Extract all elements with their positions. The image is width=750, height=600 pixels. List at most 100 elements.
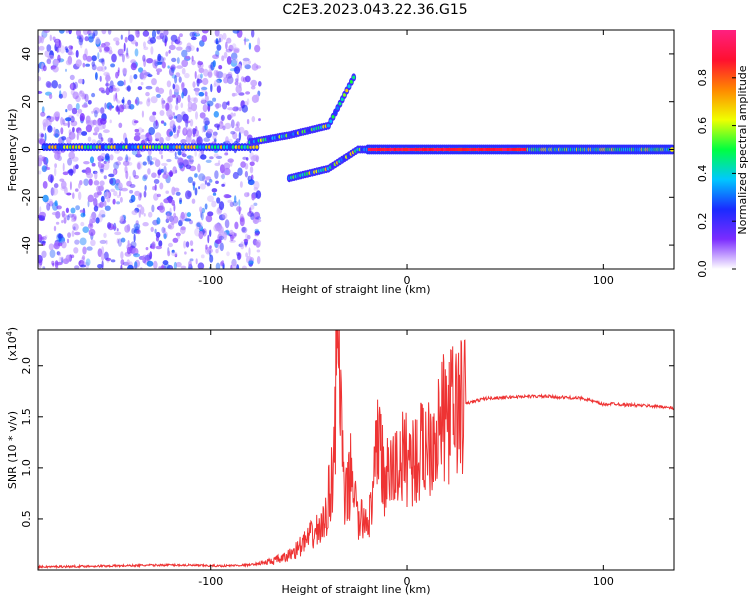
noise-mark bbox=[101, 252, 105, 261]
noise-mark bbox=[201, 207, 206, 214]
noise-mark bbox=[124, 251, 132, 257]
noise-mark bbox=[137, 162, 141, 170]
noise-mark bbox=[58, 137, 63, 144]
noise-mark bbox=[82, 226, 89, 233]
noise-mark bbox=[117, 80, 125, 87]
noise-mark bbox=[233, 92, 238, 97]
noise-mark bbox=[239, 181, 243, 188]
noise-mark bbox=[213, 79, 221, 87]
noise-mark bbox=[222, 212, 228, 219]
noise-mark bbox=[256, 256, 261, 265]
noise-mark bbox=[48, 116, 55, 123]
noise-mark bbox=[98, 58, 105, 63]
noise-mark bbox=[198, 173, 206, 182]
x-tick-label: -100 bbox=[198, 575, 223, 588]
noise-mark bbox=[105, 239, 108, 245]
noise-mark bbox=[183, 127, 187, 134]
noise-mark bbox=[198, 231, 204, 240]
noise-mark bbox=[250, 85, 256, 90]
carrier-peak-mark bbox=[443, 148, 447, 151]
carrier-peak-mark bbox=[516, 148, 520, 151]
noise-mark bbox=[232, 131, 238, 140]
noise-mark bbox=[101, 65, 106, 73]
noise-mark bbox=[223, 77, 229, 84]
noise-mark bbox=[118, 104, 125, 113]
noise-mark bbox=[42, 181, 48, 189]
noise-mark bbox=[215, 248, 219, 254]
noise-mark bbox=[237, 167, 243, 176]
noise-mark bbox=[193, 97, 198, 104]
noise-mark bbox=[254, 228, 259, 233]
noise-mark bbox=[241, 104, 248, 113]
noise-mark bbox=[127, 264, 134, 269]
noise-mark bbox=[71, 218, 76, 223]
noise-mark bbox=[147, 97, 151, 103]
noise-mark bbox=[75, 188, 79, 192]
noise-mark bbox=[251, 193, 256, 201]
noise-mark bbox=[82, 246, 87, 255]
noise-mark bbox=[256, 216, 262, 220]
rising-branch-core bbox=[326, 123, 331, 128]
noise-mark bbox=[207, 71, 213, 78]
noise-mark bbox=[157, 169, 162, 175]
noise-mark bbox=[129, 75, 133, 84]
noise-mark bbox=[223, 167, 231, 176]
noise-mark bbox=[173, 212, 177, 219]
noise-mark bbox=[55, 221, 60, 225]
noise-mark bbox=[109, 104, 112, 111]
noise-mark bbox=[100, 137, 104, 142]
noise-mark bbox=[83, 161, 90, 165]
carrier-peak-mark bbox=[412, 148, 416, 151]
noise-mark bbox=[124, 103, 129, 110]
noise-mark bbox=[75, 103, 80, 110]
noise-mark bbox=[133, 253, 140, 258]
carrier-peak-mark bbox=[483, 148, 487, 151]
noise-mark bbox=[224, 152, 229, 156]
noise-mark bbox=[226, 37, 232, 44]
noise-mark bbox=[196, 78, 203, 84]
noise-mark bbox=[150, 46, 154, 55]
noise-mark bbox=[103, 232, 107, 239]
noise-mark bbox=[103, 129, 110, 134]
noise-mark bbox=[146, 155, 153, 162]
noise-mark bbox=[185, 119, 189, 128]
noise-mark bbox=[248, 42, 252, 50]
noise-mark bbox=[234, 81, 239, 86]
noise-mark bbox=[111, 53, 117, 63]
noise-mark bbox=[159, 137, 164, 144]
noise-mark bbox=[47, 54, 55, 60]
noise-mark bbox=[199, 183, 206, 190]
noise-mark bbox=[101, 90, 106, 94]
noise-mark bbox=[101, 260, 104, 269]
carrier-peak-mark bbox=[513, 148, 517, 151]
noise-mark bbox=[194, 187, 198, 196]
noise-mark bbox=[80, 221, 85, 227]
noise-mark bbox=[218, 33, 224, 43]
noise-mark bbox=[118, 182, 123, 190]
noise-mark bbox=[66, 192, 72, 196]
carrier-peak-mark bbox=[379, 148, 383, 151]
noise-mark bbox=[235, 78, 239, 82]
noise-mark bbox=[113, 170, 116, 175]
noise-mark bbox=[75, 50, 79, 58]
noise-mark bbox=[72, 81, 75, 91]
noise-mark bbox=[103, 200, 107, 207]
noise-mark bbox=[186, 212, 192, 218]
noise-mark bbox=[73, 247, 79, 254]
noise-mark bbox=[197, 61, 204, 66]
carrier-peak-mark bbox=[454, 148, 458, 151]
noise-mark bbox=[190, 102, 198, 112]
noise-mark bbox=[133, 74, 138, 80]
noise-mark bbox=[166, 264, 174, 269]
noise-mark bbox=[258, 118, 261, 122]
noise-mark bbox=[103, 175, 107, 180]
noise-mark bbox=[88, 178, 93, 186]
noise-mark bbox=[151, 78, 157, 86]
noise-mark bbox=[99, 180, 105, 186]
noise-mark bbox=[78, 78, 84, 84]
noise-mark bbox=[108, 173, 115, 178]
noise-mark bbox=[200, 254, 205, 259]
noise-mark bbox=[176, 46, 183, 51]
noise-mark bbox=[51, 211, 59, 216]
